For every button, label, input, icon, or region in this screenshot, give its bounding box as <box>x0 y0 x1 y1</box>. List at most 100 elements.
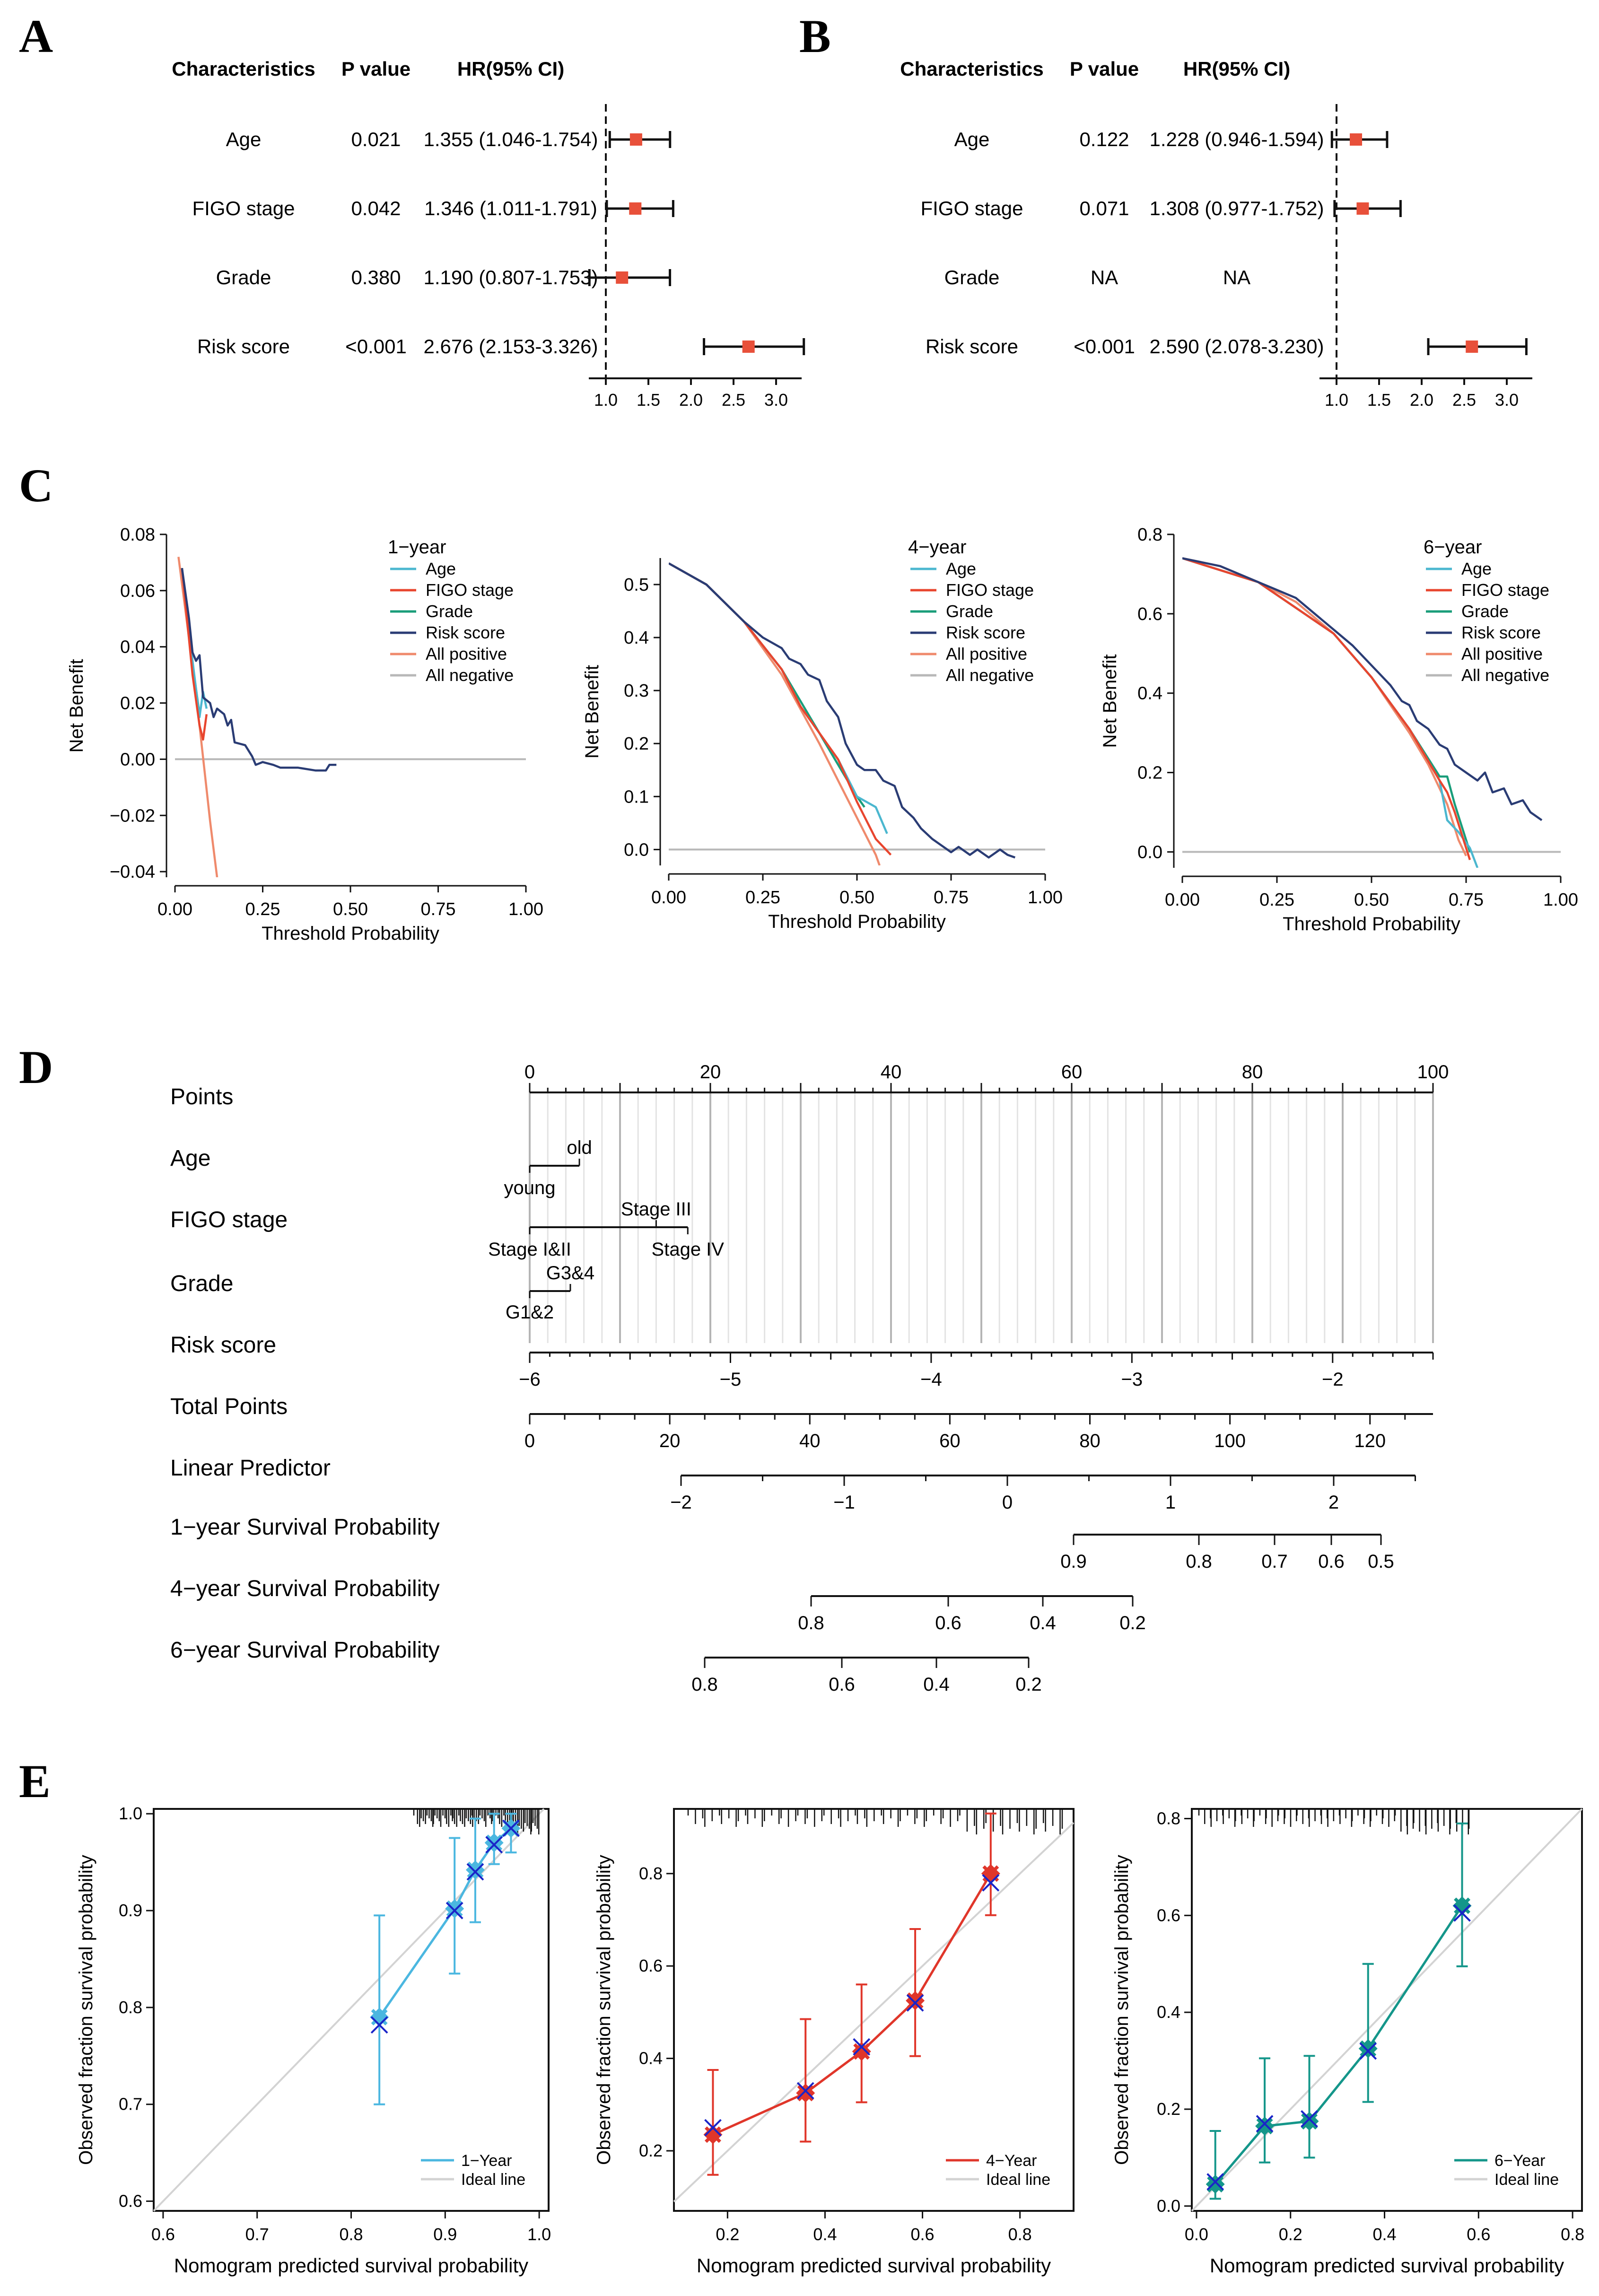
point-diamond <box>1358 2039 1378 2058</box>
y-tick-label: 0.8 <box>1157 1808 1180 1828</box>
x-tick-label: 0.4 <box>813 2225 837 2244</box>
row-hr-text: 2.590 (2.078-3.230) <box>1150 335 1324 358</box>
s6-tick-label: 0.8 <box>691 1674 718 1695</box>
row-label-grade: Grade <box>170 1271 233 1296</box>
x-tick-label: 2.5 <box>1452 390 1476 410</box>
y-tick-label: 0.6 <box>119 2191 142 2211</box>
x-axis-title: Nomogram predicted survival probability <box>1210 2254 1564 2277</box>
calibration-4-year: 0.2 0.4 0.6 0.8 0.2 0.4 0.6 0.8 Nomogram predict… <box>594 1808 1075 2277</box>
legend-title: 4−year <box>908 537 966 558</box>
y-tick-label: 0.3 <box>624 681 649 701</box>
points-tick-label: 0 <box>524 1062 535 1083</box>
y-axis-title: Net Benefit <box>66 659 87 753</box>
point-diamond <box>703 2125 723 2144</box>
x-tick-label: 2.5 <box>722 390 745 410</box>
total-tick-label: 80 <box>1079 1431 1101 1451</box>
s1-tick-label: 0.6 <box>1318 1551 1345 1572</box>
legend-label: Risk score <box>1461 623 1541 642</box>
risk-tick-label: −2 <box>1322 1369 1344 1390</box>
point-diamond <box>1206 2174 1225 2194</box>
hr-point <box>1356 202 1369 215</box>
row-hr-text: 1.190 (0.807-1.753) <box>424 266 598 288</box>
y-axis-title: Observed fraction survival probability <box>594 1855 614 2165</box>
x-tick-label: 2.0 <box>1410 390 1433 410</box>
points-tick-label: 100 <box>1417 1062 1449 1083</box>
points-tick-label: 20 <box>700 1062 721 1083</box>
legend-label: Grade <box>946 602 993 621</box>
y-tick-label: 0.1 <box>624 787 649 807</box>
forest-plot-a: Characteristics P value HR(95% CI) Age 0.021… <box>172 58 805 410</box>
series-line-age <box>669 562 888 834</box>
row-p-value: <0.001 <box>345 335 407 358</box>
x-tick-label: 0.25 <box>245 899 280 919</box>
series-line-age <box>1182 557 1479 868</box>
x-tick-label: 0.50 <box>839 888 874 908</box>
panel-label-D: D <box>19 1041 53 1093</box>
series-line-figo <box>1182 557 1471 860</box>
x-tick-label: 3.0 <box>1495 390 1519 410</box>
y-tick-label: 0.4 <box>624 628 649 648</box>
bootstrap-cross <box>1301 2110 1318 2128</box>
y-tick-label: 0.5 <box>624 575 649 595</box>
x-axis-title: Threshold Probability <box>262 923 439 944</box>
y-axis-title: Observed fraction survival probability <box>1111 1855 1132 2165</box>
legend-label: All negative <box>946 665 1034 685</box>
legend-label: Risk score <box>946 623 1025 642</box>
row-p-value: NA <box>1091 266 1118 288</box>
lp-tick-label: −1 <box>833 1492 855 1513</box>
y-tick-label: 0.7 <box>119 2095 142 2114</box>
y-tick-label: −0.04 <box>110 862 155 882</box>
total-tick-label: 0 <box>524 1431 535 1451</box>
x-tick-label: 0.8 <box>1008 2225 1032 2244</box>
y-tick-label: 0.8 <box>1137 525 1162 545</box>
s6-tick-label: 0.2 <box>1015 1674 1042 1695</box>
calibration-1-year: 0.6 0.7 0.8 0.9 1.0 0.6 0.7 0.8 0.9 1.0 Nomogram p… <box>76 1804 551 2277</box>
hr-point <box>1466 340 1478 353</box>
x-tick-label: 3.0 <box>764 390 788 410</box>
dca-6-year: 0.00 0.25 0.50 0.75 1.00 0.0 0.2 0.4 0.6 0.8 Thres… <box>1100 525 1578 934</box>
bootstrap-cross <box>1453 1904 1471 1922</box>
s1-tick-label: 0.5 <box>1368 1551 1394 1572</box>
bootstrap-cross <box>796 2082 814 2100</box>
series-line-figo <box>669 562 892 856</box>
row-label: FIGO stage <box>192 197 295 219</box>
legend-label: 1−Year <box>461 2152 512 2170</box>
lp-tick-label: 1 <box>1165 1492 1176 1513</box>
s1-tick-label: 0.7 <box>1261 1551 1288 1572</box>
y-tick-label: 0.0 <box>624 840 649 860</box>
figo-level-4: Stage IV <box>652 1239 725 1260</box>
s6-tick-label: 0.6 <box>829 1674 855 1695</box>
ideal-line <box>673 1822 1075 2202</box>
header-characteristics: Characteristics <box>172 58 315 80</box>
series-line-risk <box>181 567 337 772</box>
row-hr-text: 1.228 (0.946-1.594) <box>1150 128 1324 150</box>
row-label-risk: Risk score <box>170 1333 276 1358</box>
legend-label: Ideal line <box>1494 2171 1559 2189</box>
panel-label-E: E <box>19 1755 51 1807</box>
header-characteristics: Characteristics <box>900 58 1044 80</box>
point-diamond <box>796 2083 815 2103</box>
y-tick-label: 0.0 <box>1157 2196 1180 2216</box>
bootstrap-cross <box>1256 2115 1274 2133</box>
y-tick-label: 0.00 <box>120 750 155 769</box>
row-label-figo: FIGO stage <box>170 1207 288 1232</box>
risk-tick-label: −6 <box>519 1369 541 1390</box>
y-tick-label: 0.6 <box>1157 1905 1180 1925</box>
risk-tick-label: −3 <box>1121 1369 1143 1390</box>
x-tick-label: 0.0 <box>1185 2225 1208 2244</box>
row-hr-text: 1.355 (1.046-1.754) <box>424 128 598 150</box>
x-axis-title: Threshold Probability <box>1283 914 1460 934</box>
legend-label: Grade <box>426 602 473 621</box>
x-tick-label: 0.75 <box>421 899 456 919</box>
legend-label: 4−Year <box>986 2152 1037 2170</box>
x-tick-label: 0.6 <box>1467 2225 1490 2244</box>
row-p-value: 0.380 <box>351 266 401 288</box>
x-tick-label: 0.2 <box>716 2225 739 2244</box>
x-tick-label: 0.00 <box>157 899 192 919</box>
total-tick-label: 20 <box>659 1431 681 1451</box>
header-p-value: P value <box>1070 58 1139 80</box>
legend-label: All positive <box>946 644 1027 663</box>
s1-tick-label: 0.8 <box>1186 1551 1212 1572</box>
hr-point <box>742 340 755 353</box>
